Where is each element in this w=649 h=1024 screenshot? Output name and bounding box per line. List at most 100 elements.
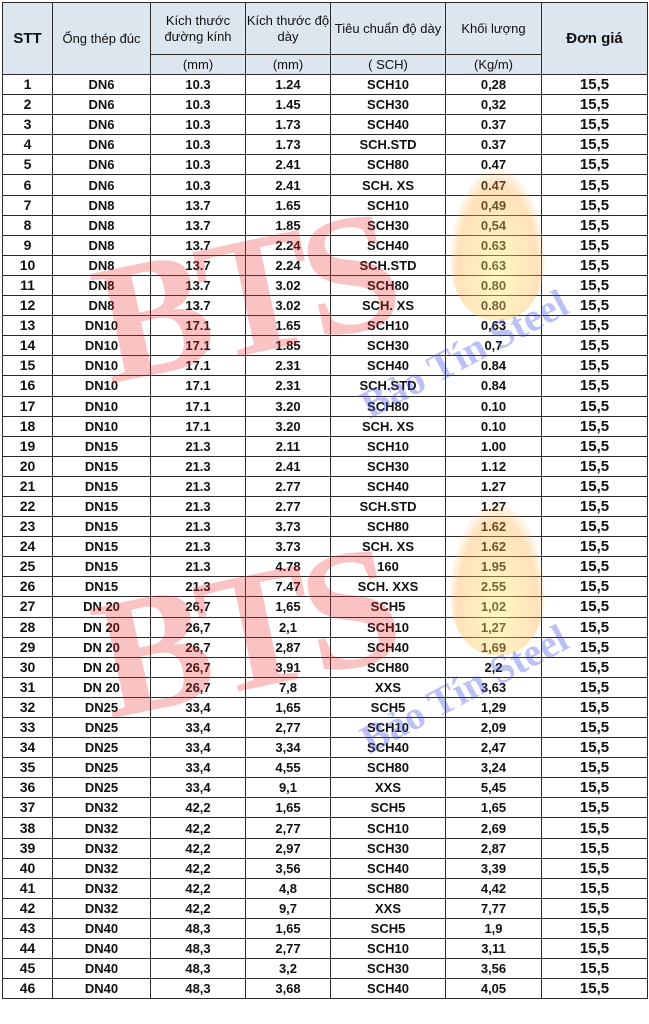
- cell-standard: SCH.STD: [330, 375, 446, 397]
- cell-standard: SCH80: [330, 274, 446, 297]
- cell-price: 15,5: [541, 897, 648, 919]
- cell-stt: 3: [2, 114, 53, 136]
- cell-weight: 1,9: [445, 917, 542, 940]
- cell-price: 15,5: [541, 355, 648, 377]
- cell-thickness: 9,7: [245, 897, 331, 919]
- cell-stt: 23: [2, 516, 53, 538]
- cell-thickness: 1.45: [245, 94, 331, 116]
- cell-pipe-size: DN8: [52, 274, 151, 297]
- header-thickness: Kích thước độ dày: [245, 2, 331, 55]
- cell-standard: SCH30: [330, 958, 446, 980]
- cell-weight: 3,39: [445, 857, 542, 879]
- cell-price: 15,5: [541, 596, 648, 618]
- cell-standard: SCH40: [330, 978, 446, 1000]
- cell-diameter: 21.3: [150, 495, 246, 518]
- cell-stt: 2: [2, 94, 53, 116]
- cell-thickness: 1.65: [245, 194, 331, 216]
- cell-pipe-size: DN25: [52, 757, 151, 779]
- cell-diameter: 13.7: [150, 274, 246, 297]
- header-weight: Khối lượng: [445, 2, 542, 55]
- table-row: 9 DN8 13.7 2.24 SCH40 0.63 15,5: [2, 234, 648, 256]
- cell-pipe-size: DN6: [52, 134, 151, 156]
- cell-standard: SCH40: [330, 234, 446, 256]
- cell-standard: SCH80: [330, 395, 446, 417]
- cell-stt: 36: [2, 777, 53, 799]
- cell-stt: 24: [2, 536, 53, 558]
- cell-pipe-size: DN40: [52, 978, 151, 1000]
- cell-diameter: 26,7: [150, 676, 246, 698]
- header-stt: STT: [2, 2, 53, 75]
- cell-pipe-size: DN6: [52, 174, 151, 196]
- cell-price: 15,5: [541, 938, 648, 960]
- cell-pipe-size: DN40: [52, 917, 151, 940]
- cell-weight: 1.12: [445, 455, 542, 477]
- cell-weight: 1,69: [445, 636, 542, 658]
- cell-standard: SCH30: [330, 94, 446, 116]
- cell-pipe-size: DN32: [52, 897, 151, 919]
- cell-price: 15,5: [541, 656, 648, 678]
- table-row: 12 DN8 13.7 3.02 SCH. XS 0.80 15,5: [2, 295, 648, 317]
- cell-stt: 33: [2, 716, 53, 739]
- cell-weight: 1,02: [445, 596, 542, 618]
- cell-pipe-size: DN6: [52, 114, 151, 136]
- cell-stt: 19: [2, 435, 53, 457]
- cell-price: 15,5: [541, 877, 648, 899]
- cell-stt: 38: [2, 817, 53, 839]
- cell-pipe-size: DN25: [52, 716, 151, 739]
- cell-thickness: 7,8: [245, 676, 331, 698]
- cell-pipe-size: DN15: [52, 435, 151, 457]
- table-row: 1 DN6 10.3 1.24 SCH10 0,28 15,5: [2, 73, 648, 96]
- cell-weight: 0.80: [445, 295, 542, 317]
- cell-stt: 29: [2, 636, 53, 658]
- cell-diameter: 17.1: [150, 335, 246, 357]
- cell-price: 15,5: [541, 958, 648, 980]
- cell-pipe-size: DN15: [52, 455, 151, 477]
- cell-price: 15,5: [541, 194, 648, 216]
- cell-standard: SCH.STD: [330, 254, 446, 276]
- cell-diameter: 26,7: [150, 656, 246, 678]
- unit-diameter: (mm): [150, 54, 246, 75]
- cell-weight: 0,7: [445, 335, 542, 357]
- cell-thickness: 2.41: [245, 154, 331, 176]
- cell-pipe-size: DN15: [52, 576, 151, 598]
- cell-weight: 0,49: [445, 194, 542, 216]
- cell-pipe-size: DN8: [52, 295, 151, 317]
- cell-standard: 160: [330, 556, 446, 578]
- cell-weight: 1.95: [445, 556, 542, 578]
- cell-pipe-size: DN10: [52, 335, 151, 357]
- cell-diameter: 10.3: [150, 94, 246, 116]
- table-row: 11 DN8 13.7 3.02 SCH80 0.80 15,5: [2, 274, 648, 297]
- cell-stt: 7: [2, 194, 53, 216]
- cell-stt: 13: [2, 315, 53, 337]
- cell-diameter: 33,4: [150, 716, 246, 739]
- cell-standard: SCH.STD: [330, 134, 446, 156]
- cell-pipe-size: DN25: [52, 696, 151, 719]
- cell-thickness: 2.11: [245, 435, 331, 457]
- cell-stt: 21: [2, 475, 53, 497]
- cell-price: 15,5: [541, 536, 648, 558]
- cell-standard: SCH10: [330, 73, 446, 96]
- table-row: 7 DN8 13.7 1.65 SCH10 0,49 15,5: [2, 194, 648, 216]
- cell-pipe-size: DN10: [52, 375, 151, 397]
- cell-stt: 22: [2, 495, 53, 518]
- cell-thickness: 3,56: [245, 857, 331, 879]
- cell-thickness: 3,2: [245, 958, 331, 980]
- cell-thickness: 3,91: [245, 656, 331, 678]
- cell-standard: SCH10: [330, 315, 446, 337]
- cell-stt: 27: [2, 596, 53, 618]
- cell-price: 15,5: [541, 134, 648, 156]
- table-row: 35 DN25 33,4 4,55 SCH80 3,24 15,5: [2, 757, 648, 779]
- cell-thickness: 2,87: [245, 636, 331, 658]
- unit-weight: (Kg/m): [445, 54, 542, 75]
- cell-thickness: 3,68: [245, 978, 331, 1000]
- cell-pipe-size: DN8: [52, 234, 151, 256]
- cell-stt: 37: [2, 797, 53, 819]
- cell-standard: SCH. XS: [330, 295, 446, 317]
- cell-diameter: 26,7: [150, 616, 246, 638]
- cell-diameter: 13.7: [150, 194, 246, 216]
- cell-diameter: 33,4: [150, 737, 246, 759]
- cell-diameter: 10.3: [150, 154, 246, 176]
- table-row: 13 DN10 17.1 1.65 SCH10 0,63 15,5: [2, 315, 648, 337]
- cell-price: 15,5: [541, 696, 648, 719]
- header-diameter: Kích thước đường kính: [150, 2, 246, 55]
